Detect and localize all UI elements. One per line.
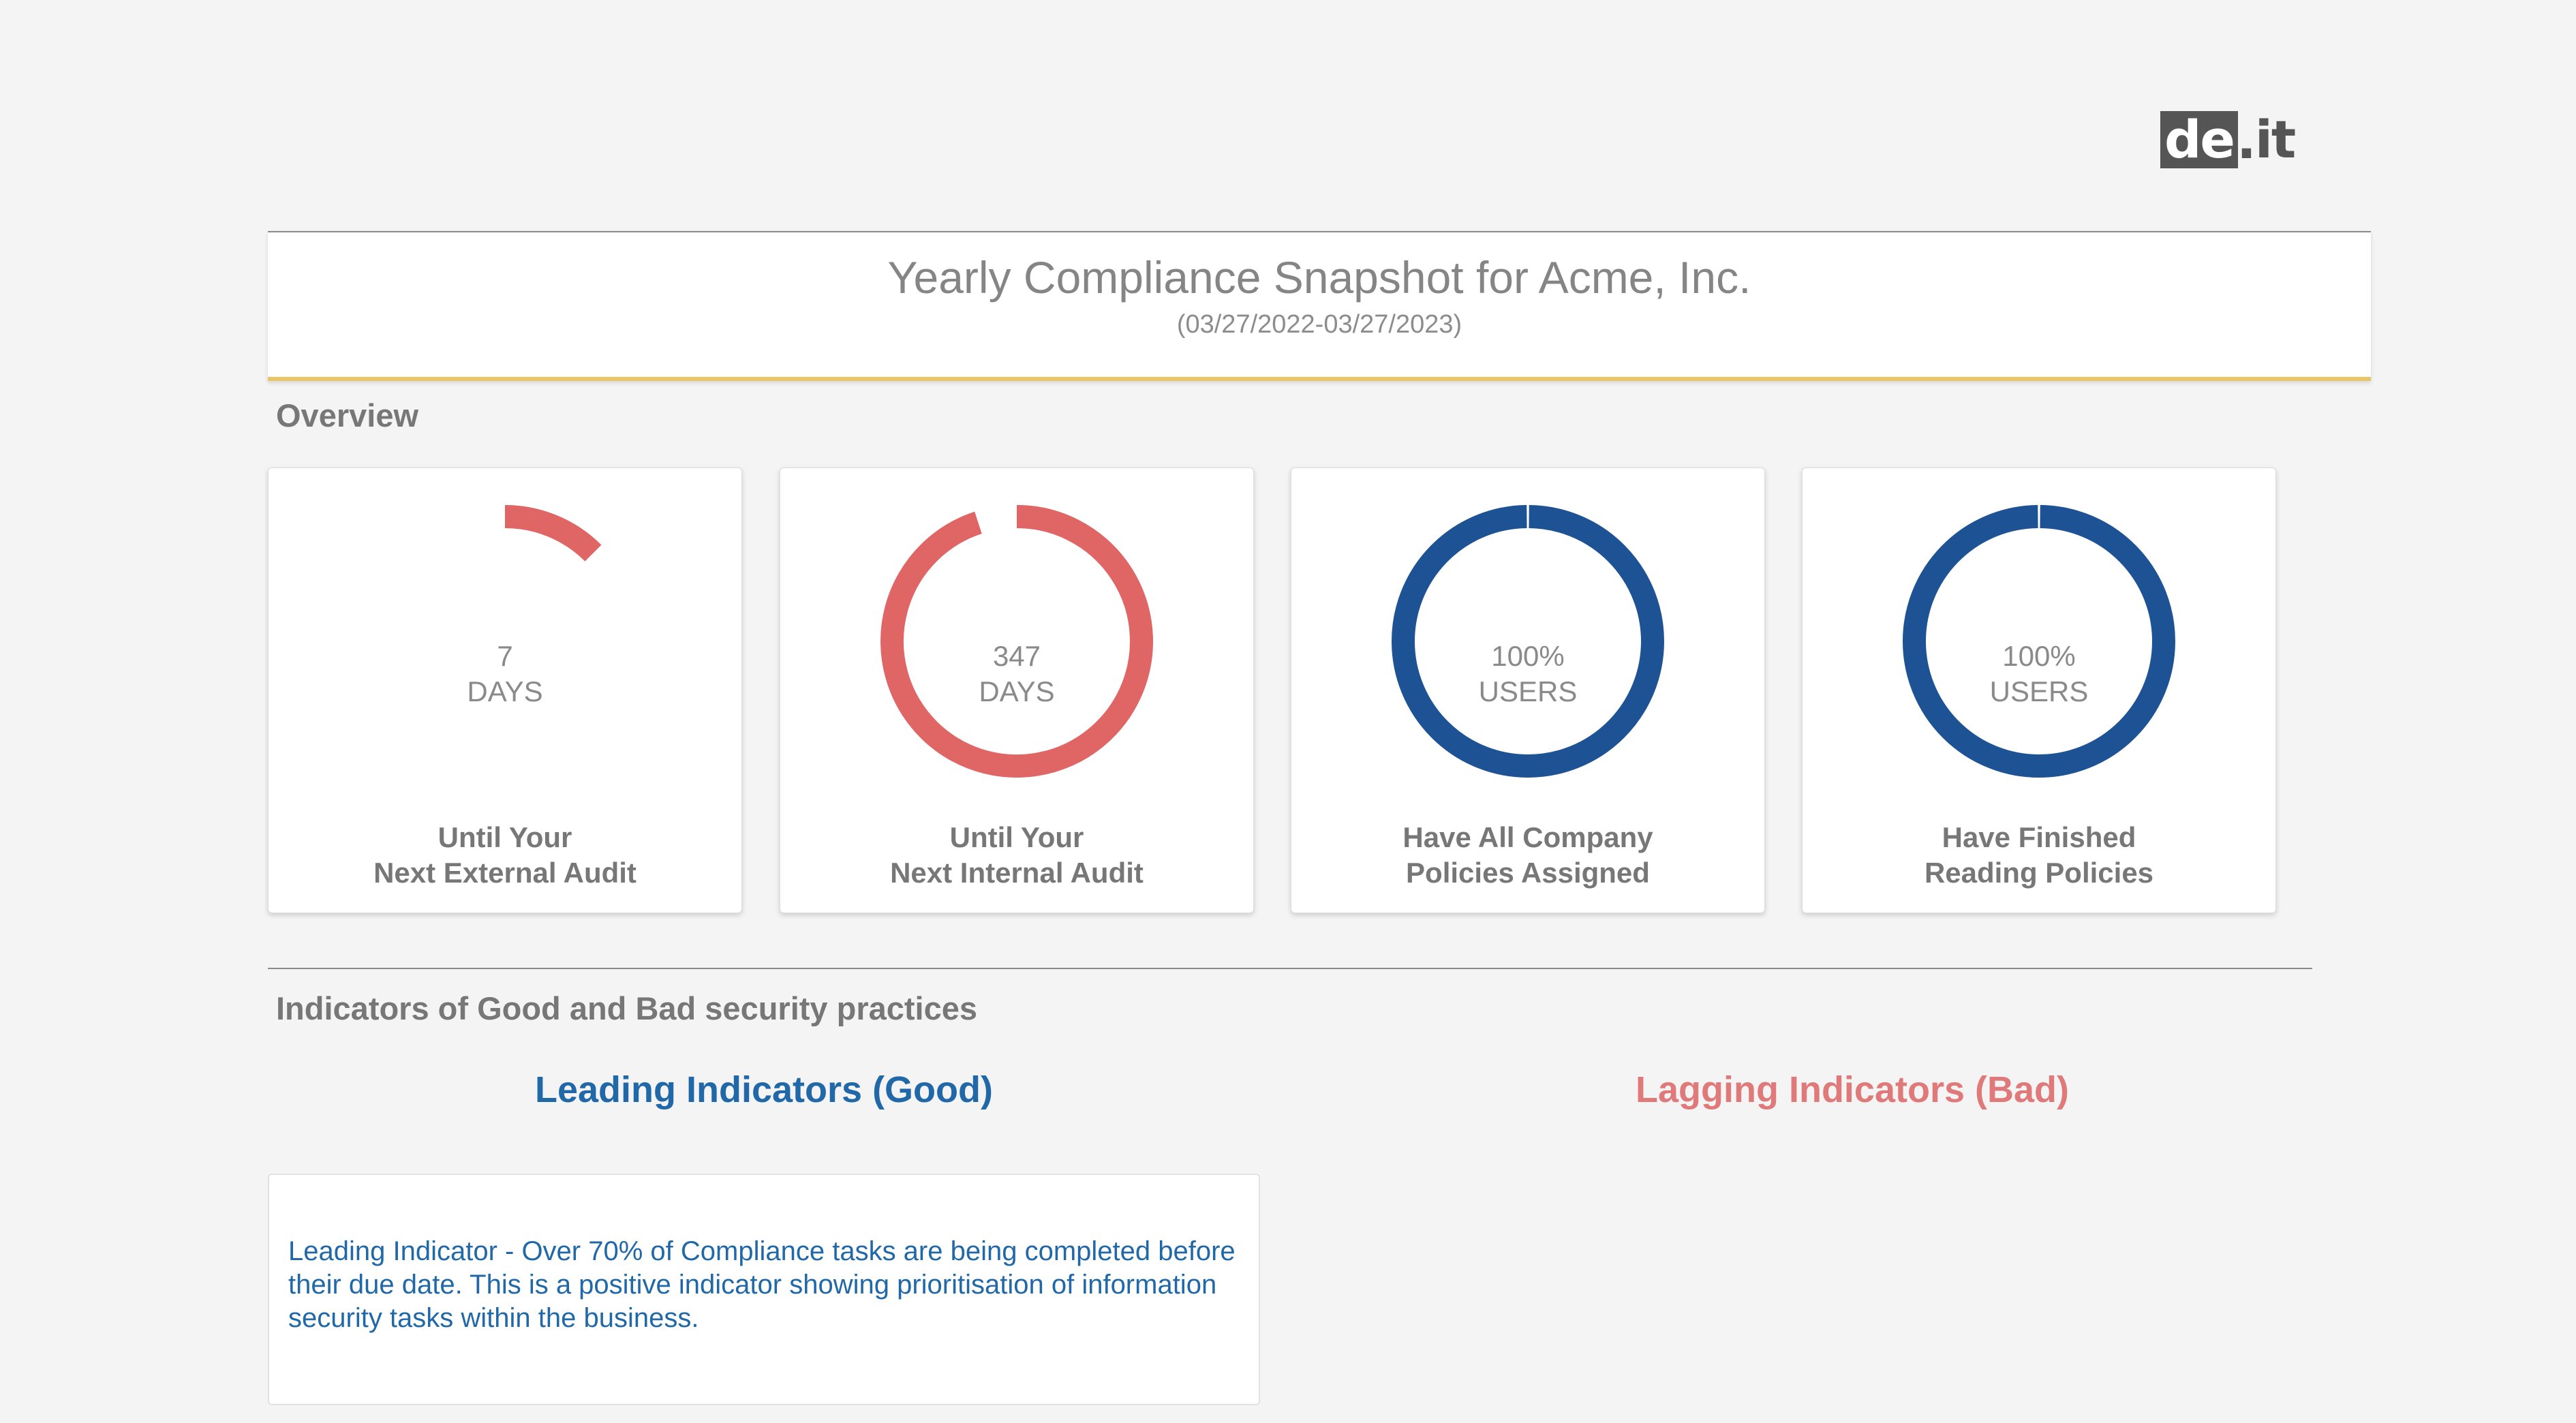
internal-audit-label-line2: Next Internal Audit [890, 857, 1144, 889]
section-divider [268, 968, 2312, 969]
leading-indicator-text: Leading Indicator - Over 70% of Complian… [288, 1236, 1236, 1333]
policies-read-gauge-arc [1903, 505, 2175, 778]
policies-read-gauge [1903, 505, 2175, 778]
external-audit-unit: DAYS [467, 675, 543, 707]
policies-read-unit: USERS [1989, 675, 2089, 707]
external-audit-label-line1: Until Your [438, 821, 572, 853]
policies-read-percent: 100% [2002, 640, 2076, 672]
policies-assigned-value: 100% USERS [1291, 639, 1764, 709]
external-audit-card: 7 DAYS Until Your Next External Audit [268, 468, 742, 913]
external-audit-label: Until Your Next External Audit [269, 820, 741, 891]
policies-read-value: 100% USERS [1803, 639, 2275, 709]
internal-audit-days: 347 [992, 640, 1041, 672]
internal-audit-unit: DAYS [979, 675, 1055, 707]
policies-read-label-line2: Reading Policies [1924, 857, 2154, 889]
internal-audit-label-line1: Until Your [949, 821, 1084, 853]
internal-audit-value: 347 DAYS [780, 639, 1253, 709]
report-title: Yearly Compliance Snapshot for Acme, Inc… [887, 252, 1751, 303]
logo-dot: . [2236, 109, 2256, 170]
policies-assigned-gauge [1392, 505, 1664, 778]
external-audit-label-line2: Next External Audit [373, 857, 637, 889]
policies-assigned-gauge-arc [1392, 505, 1664, 778]
lagging-indicators-title: Lagging Indicators (Bad) [1635, 1069, 2069, 1110]
indicators-heading: Indicators of Good and Bad security prac… [276, 990, 978, 1026]
internal-audit-label: Until Your Next Internal Audit [780, 820, 1253, 891]
external-audit-value: 7 DAYS [269, 639, 741, 709]
internal-audit-card: 347 DAYS Until Your Next Internal Audit [780, 468, 1254, 913]
logo-mark: de [2160, 111, 2238, 168]
leading-indicators-title: Leading Indicators (Good) [535, 1069, 993, 1110]
report-header: Yearly Compliance Snapshot for Acme, Inc… [268, 231, 2371, 381]
policies-read-label-line1: Have Finished [1942, 821, 2136, 853]
internal-audit-gauge-arc [880, 505, 1153, 778]
external-audit-gauge [504, 505, 602, 562]
leading-indicator-card: Leading Indicator - Over 70% of Complian… [268, 1174, 1260, 1405]
policies-assigned-percent: 100% [1491, 640, 1565, 672]
policies-assigned-label-line2: Policies Assigned [1406, 857, 1650, 889]
policies-assigned-label: Have All Company Policies Assigned [1291, 820, 1764, 891]
logo-text: it [2254, 109, 2296, 170]
policies-assigned-card: 100% USERS Have All Company Policies Ass… [1291, 468, 1765, 913]
policies-read-label: Have Finished Reading Policies [1803, 820, 2275, 891]
report-date-range: (03/27/2022-03/27/2023) [1176, 310, 1462, 339]
policies-read-card: 100% USERS Have Finished Reading Policie… [1802, 468, 2276, 913]
policies-assigned-label-line1: Have All Company [1402, 821, 1653, 853]
overview-heading: Overview [276, 397, 419, 433]
policies-assigned-unit: USERS [1478, 675, 1578, 707]
external-audit-days: 7 [497, 640, 513, 672]
external-audit-gauge-arc [504, 505, 602, 562]
internal-audit-gauge [880, 505, 1153, 778]
deit-logo: de. it [2160, 109, 2296, 170]
